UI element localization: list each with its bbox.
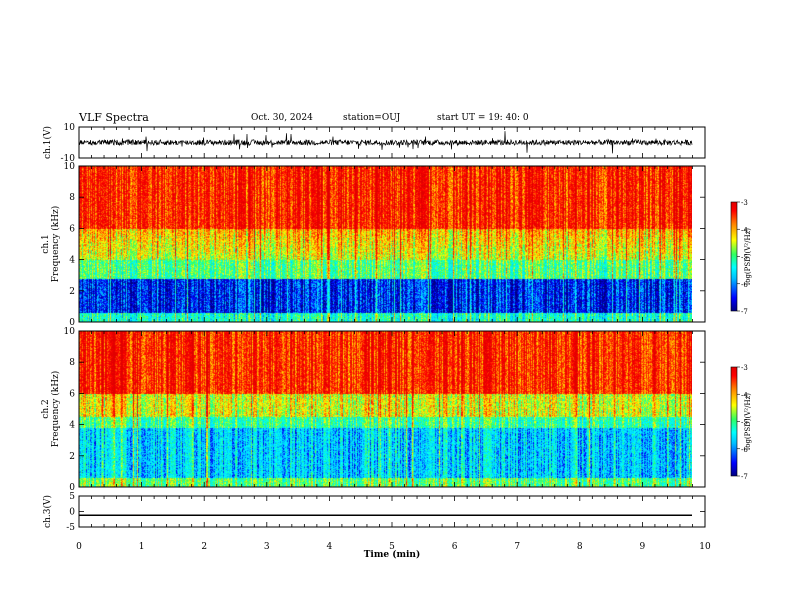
x-tick-label: 2 — [201, 542, 207, 552]
x-tick-label: 6 — [452, 542, 458, 552]
colorbar-tick-label: -3 — [741, 199, 748, 207]
y-tick-label: 10 — [64, 162, 76, 172]
ch1-spectrogram-image — [79, 166, 692, 322]
start-time-label: start UT = 19: 40: 0 — [437, 113, 529, 123]
x-tick-label: 4 — [327, 542, 333, 552]
y-axis-label: ch.1(V) — [42, 126, 53, 159]
colorbar-2 — [730, 366, 738, 477]
y-tick-label: 6 — [69, 389, 75, 399]
y-tick-label: 8 — [69, 358, 75, 368]
y-axis-label: ch.1 — [41, 234, 51, 253]
y-tick-label: 10 — [64, 327, 76, 337]
y-axis-label: Frequency (kHz) — [50, 206, 61, 283]
y-tick-label: 0 — [69, 508, 75, 518]
colorbar-tick-label: -7 — [741, 473, 748, 481]
colorbar-tick-label: -5 — [741, 254, 748, 262]
colorbar-tick-label: -4 — [741, 391, 748, 399]
colorbar-label: log(PSD)(V²/Hz) — [744, 228, 752, 285]
y-tick-label: 8 — [69, 193, 75, 203]
x-axis-label: Time (min) — [364, 549, 421, 560]
y-axis-label: Frequency (kHz) — [50, 371, 61, 448]
colorbar-tick-label: -6 — [741, 281, 748, 289]
x-tick-label: 1 — [139, 542, 145, 552]
y-tick-label: -10 — [61, 154, 76, 164]
y-tick-label: 4 — [69, 256, 75, 266]
y-tick-label: 0 — [69, 483, 75, 493]
y-axis-label: ch.3(V) — [42, 495, 53, 528]
x-tick-label: 9 — [640, 542, 646, 552]
station-label: station=OUJ — [343, 113, 401, 123]
y-tick-label: 2 — [69, 287, 75, 297]
colorbar-label: log(PSD)(V²/Hz) — [744, 393, 752, 450]
y-tick-label: 2 — [69, 452, 75, 462]
chart-title: VLF Spectra — [79, 111, 149, 124]
x-tick-label: 5 — [389, 542, 395, 552]
colorbar-tick-label: -6 — [741, 446, 748, 454]
y-axis-label: ch.2 — [41, 399, 51, 418]
y-tick-label: 0 — [69, 318, 75, 328]
ch1-waveform-line — [78, 131, 693, 154]
y-tick-label: 5 — [69, 492, 75, 502]
colorbar-tick-label: -7 — [741, 308, 748, 316]
date-label: Oct. 30, 2024 — [251, 113, 313, 123]
x-tick-label: 8 — [577, 542, 583, 552]
ch2-spectrogram-image — [79, 331, 692, 487]
colorbar-tick-label: -5 — [741, 419, 748, 427]
x-tick-label: 7 — [514, 542, 520, 552]
colorbar-tick-label: -4 — [741, 226, 748, 234]
x-tick-label: 3 — [264, 542, 270, 552]
x-tick-label: 10 — [699, 542, 711, 552]
y-tick-label: -5 — [66, 523, 75, 533]
y-tick-label: 4 — [69, 421, 75, 431]
colorbar-1 — [730, 201, 738, 312]
y-tick-label: 10 — [64, 123, 76, 133]
y-tick-label: 6 — [69, 224, 75, 234]
x-tick-label: 0 — [76, 542, 82, 552]
colorbar-tick-label: -3 — [741, 364, 748, 372]
